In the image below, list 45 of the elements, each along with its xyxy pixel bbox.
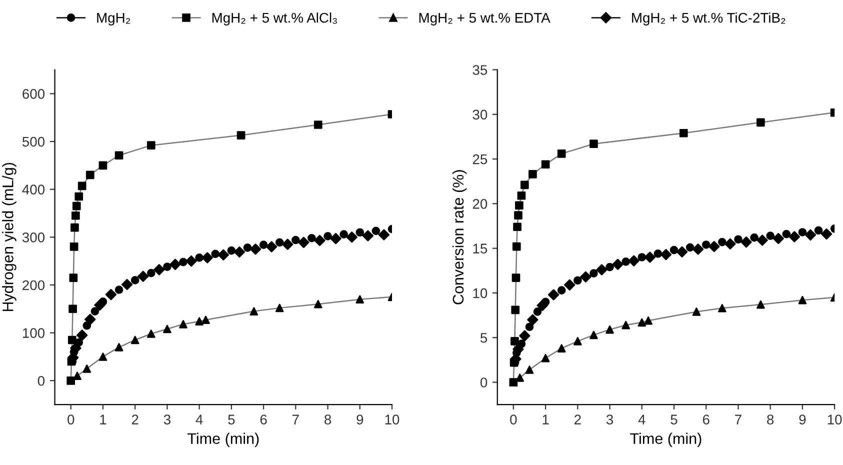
x-tick-label: 10 (828, 414, 842, 424)
x-tick-label: 6 (702, 414, 710, 424)
x-tick-label: 9 (356, 414, 364, 424)
y-axis-title: Hydrogen yield (mL/g) (2, 162, 16, 312)
x-tick-label: 10 (385, 414, 400, 424)
x-tick-label: 6 (260, 414, 267, 424)
x-tick-label: 1 (542, 414, 549, 424)
y-tick-label: 10 (473, 288, 488, 298)
x-axis-title: Time (min) (188, 432, 259, 448)
x-tick-label: 2 (132, 414, 138, 424)
y-tick-label: 15 (473, 244, 488, 254)
y-tick-label: 600 (22, 89, 45, 99)
x-tick-label: 3 (164, 414, 170, 424)
x-tick-label: 0 (510, 414, 517, 424)
legend-label: MgH₂ + 5 wt.% TiC-2TiB₂ (632, 12, 786, 26)
y-tick-label: 0 (480, 378, 488, 388)
x-tick-label: 8 (324, 414, 332, 424)
legend-label: MgH₂ (97, 13, 130, 26)
y-tick-label: 35 (472, 65, 488, 75)
x-tick-label: 4 (196, 414, 203, 424)
x-tick-label: 8 (767, 414, 774, 424)
x-axis-title: Time (min) (630, 432, 702, 448)
y-tick-label: 500 (22, 136, 45, 147)
y-axis-title: Conversion rate (%) (452, 170, 467, 304)
y-tick-label: 20 (472, 199, 488, 209)
legend-label: MgH₂ + 5 wt.% AlCl₃ (212, 12, 337, 26)
x-tick-label: 0 (68, 414, 74, 424)
x-tick-label: 4 (638, 414, 646, 424)
x-tick-label: 2 (574, 414, 581, 424)
legend-label: MgH₂ + 5 wt.% EDTA (419, 12, 550, 26)
x-tick-label: 1 (100, 414, 106, 424)
y-tick-label: 400 (22, 184, 45, 194)
x-tick-label: 5 (228, 414, 235, 424)
y-tick-label: 25 (472, 154, 488, 164)
x-tick-label: 7 (735, 414, 742, 424)
y-tick-label: 30 (472, 110, 488, 120)
y-tick-label: 100 (22, 328, 45, 338)
x-tick-label: 9 (799, 414, 806, 424)
x-tick-label: 7 (292, 414, 299, 424)
x-tick-label: 3 (606, 414, 614, 424)
y-tick-label: 0 (38, 376, 45, 386)
y-tick-label: 5 (480, 333, 488, 343)
y-tick-label: 300 (22, 232, 45, 242)
y-tick-label: 200 (22, 280, 45, 290)
x-tick-label: 5 (670, 414, 678, 424)
